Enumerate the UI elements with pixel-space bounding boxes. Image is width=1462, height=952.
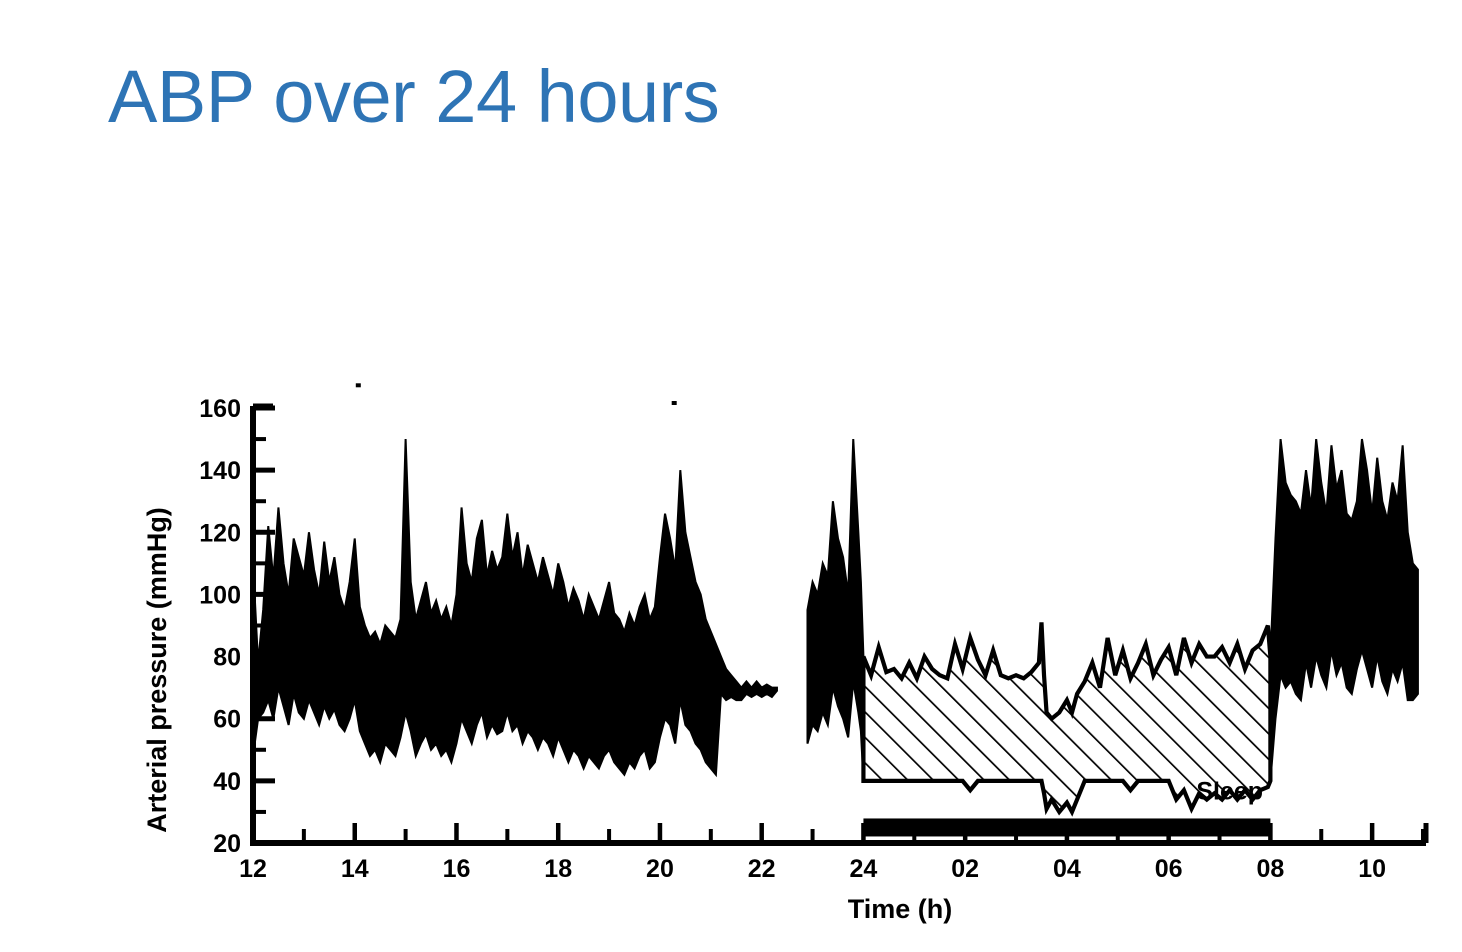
page-title: ABP over 24 hours <box>108 55 720 138</box>
x-tick-label: 24 <box>850 855 878 883</box>
scan-speck-upper <box>671 401 677 405</box>
plot-area <box>252 438 1419 817</box>
y-tick-label: 160 <box>199 395 241 423</box>
abp-chart-figure: 20 40 60 80 100 120 140 160 12 14 16 18 20 22 24 02 04 0… <box>140 370 1450 930</box>
x-tick-label: 22 <box>748 855 776 883</box>
awake-band-path <box>806 439 865 781</box>
x-tick-label: 14 <box>341 855 369 883</box>
y-axis-title: Arterial pressure (mmHg) <box>142 507 172 833</box>
y-tick-label: 100 <box>199 581 241 609</box>
y-axis-tick-labels: 20 40 60 80 100 120 140 160 <box>199 395 241 858</box>
y-tick-label: 60 <box>213 706 241 734</box>
awake-band-path <box>252 439 778 778</box>
x-axis <box>250 823 1429 846</box>
chart-axes <box>250 403 1429 846</box>
chart-svg: 20 40 60 80 100 120 140 160 12 14 16 18 20 22 24 02 04 0… <box>142 383 1429 924</box>
x-tick-label: 16 <box>443 855 471 883</box>
y-tick-label: 120 <box>199 519 241 547</box>
y-tick-label: 40 <box>213 768 241 796</box>
scan-artifacts <box>355 383 677 405</box>
x-tick-label: 10 <box>1358 855 1386 883</box>
x-tick-label: 06 <box>1155 855 1183 883</box>
x-tick-label: 20 <box>646 855 674 883</box>
x-tick-label: 08 <box>1256 855 1284 883</box>
awake-solid-bands <box>252 438 1419 781</box>
annotation-layer: Sleep <box>863 778 1271 837</box>
awake-band-path <box>1269 438 1419 781</box>
sleep-label: Sleep <box>1196 778 1263 806</box>
y-tick-label: 20 <box>213 830 241 858</box>
x-axis-tick-labels: 12 14 16 18 20 22 24 02 04 06 08 10 <box>239 855 1386 883</box>
y-tick-label: 140 <box>199 457 241 485</box>
sleep-period-bar <box>863 818 1271 837</box>
x-axis-title: Time (h) <box>848 894 953 924</box>
y-tick-label: 80 <box>213 644 241 672</box>
scan-speck-lower <box>355 383 361 388</box>
x-tick-label: 04 <box>1053 855 1081 883</box>
x-tick-label: 18 <box>544 855 572 883</box>
x-tick-label: 02 <box>951 855 979 883</box>
x-tick-label: 12 <box>239 855 267 883</box>
